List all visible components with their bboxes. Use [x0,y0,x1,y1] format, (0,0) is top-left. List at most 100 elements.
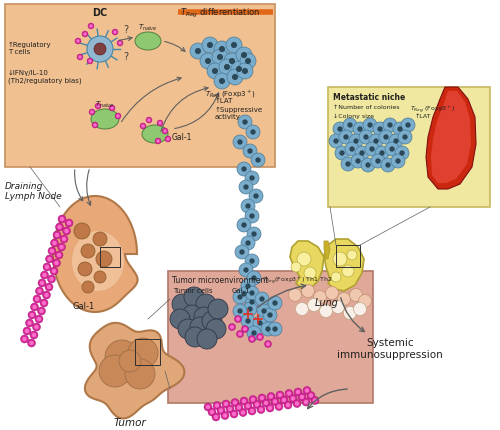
Circle shape [196,294,216,314]
Circle shape [237,287,251,301]
Circle shape [248,149,252,154]
Circle shape [142,125,144,128]
Circle shape [190,317,210,337]
Circle shape [396,159,400,164]
Circle shape [264,341,272,348]
Text: ↓IFNγ/IL-10
(Th2/regulatory bias): ↓IFNγ/IL-10 (Th2/regulatory bias) [8,70,82,83]
Circle shape [67,221,71,226]
Circle shape [304,267,316,280]
Circle shape [206,405,210,409]
Circle shape [261,322,275,336]
Circle shape [233,136,247,150]
Circle shape [297,252,311,266]
Circle shape [224,65,230,71]
Circle shape [32,323,40,331]
Circle shape [358,127,362,132]
Circle shape [368,123,372,129]
Circle shape [242,223,246,228]
Circle shape [231,399,239,406]
Circle shape [245,172,259,186]
Circle shape [395,147,409,161]
Circle shape [246,204,250,209]
Circle shape [275,402,283,411]
Circle shape [227,70,243,86]
Circle shape [112,30,118,36]
Circle shape [354,303,366,316]
Circle shape [341,158,355,172]
Circle shape [238,116,252,130]
Circle shape [202,38,218,54]
Circle shape [47,285,51,289]
Circle shape [249,190,263,203]
Circle shape [326,287,338,300]
Circle shape [212,50,228,66]
Circle shape [214,42,230,58]
Circle shape [44,293,48,298]
Text: ↓Colony size: ↓Colony size [333,114,374,119]
Circle shape [52,269,56,273]
Circle shape [263,308,277,322]
Circle shape [302,398,310,406]
Circle shape [342,265,354,277]
Polygon shape [324,241,330,259]
Circle shape [78,262,92,276]
Circle shape [210,410,214,414]
Circle shape [300,395,304,399]
Circle shape [233,400,237,405]
Circle shape [296,390,300,394]
Circle shape [400,151,404,156]
Circle shape [178,319,198,339]
Circle shape [88,24,94,30]
Bar [336,246,360,267]
Circle shape [379,131,393,144]
Circle shape [42,291,50,299]
Circle shape [55,233,59,238]
Text: ?: ? [124,52,128,62]
Circle shape [212,69,218,75]
Circle shape [230,410,238,418]
Circle shape [385,143,399,157]
Ellipse shape [72,231,124,291]
Circle shape [390,147,394,152]
Circle shape [207,64,223,80]
Circle shape [94,44,106,56]
Circle shape [287,391,291,396]
Circle shape [221,412,229,420]
Circle shape [252,232,256,237]
Circle shape [116,115,119,118]
Circle shape [250,300,254,305]
Circle shape [40,299,48,307]
Circle shape [233,304,247,318]
Circle shape [60,245,64,250]
Circle shape [28,321,32,326]
Circle shape [94,124,96,127]
FancyBboxPatch shape [328,88,490,208]
Circle shape [125,359,155,389]
Circle shape [251,397,255,402]
Circle shape [258,335,262,339]
Circle shape [286,403,290,407]
Circle shape [366,163,370,168]
Circle shape [217,55,223,61]
Polygon shape [85,323,184,418]
Circle shape [34,325,38,329]
Circle shape [241,280,255,293]
Circle shape [338,293,350,306]
Circle shape [253,316,267,330]
Circle shape [273,399,277,404]
Circle shape [28,311,36,319]
Circle shape [165,137,171,143]
Text: $T_{Reg}$ (Foxp3$^+$): $T_{Reg}$ (Foxp3$^+$) [205,88,256,101]
Circle shape [245,286,259,300]
Circle shape [166,138,170,141]
Circle shape [242,69,248,75]
Circle shape [303,387,311,395]
Circle shape [344,135,348,140]
Circle shape [268,296,282,310]
Circle shape [305,388,309,393]
Circle shape [238,140,242,145]
FancyBboxPatch shape [5,5,275,168]
Circle shape [268,313,272,318]
Circle shape [339,131,353,144]
Circle shape [50,249,54,254]
